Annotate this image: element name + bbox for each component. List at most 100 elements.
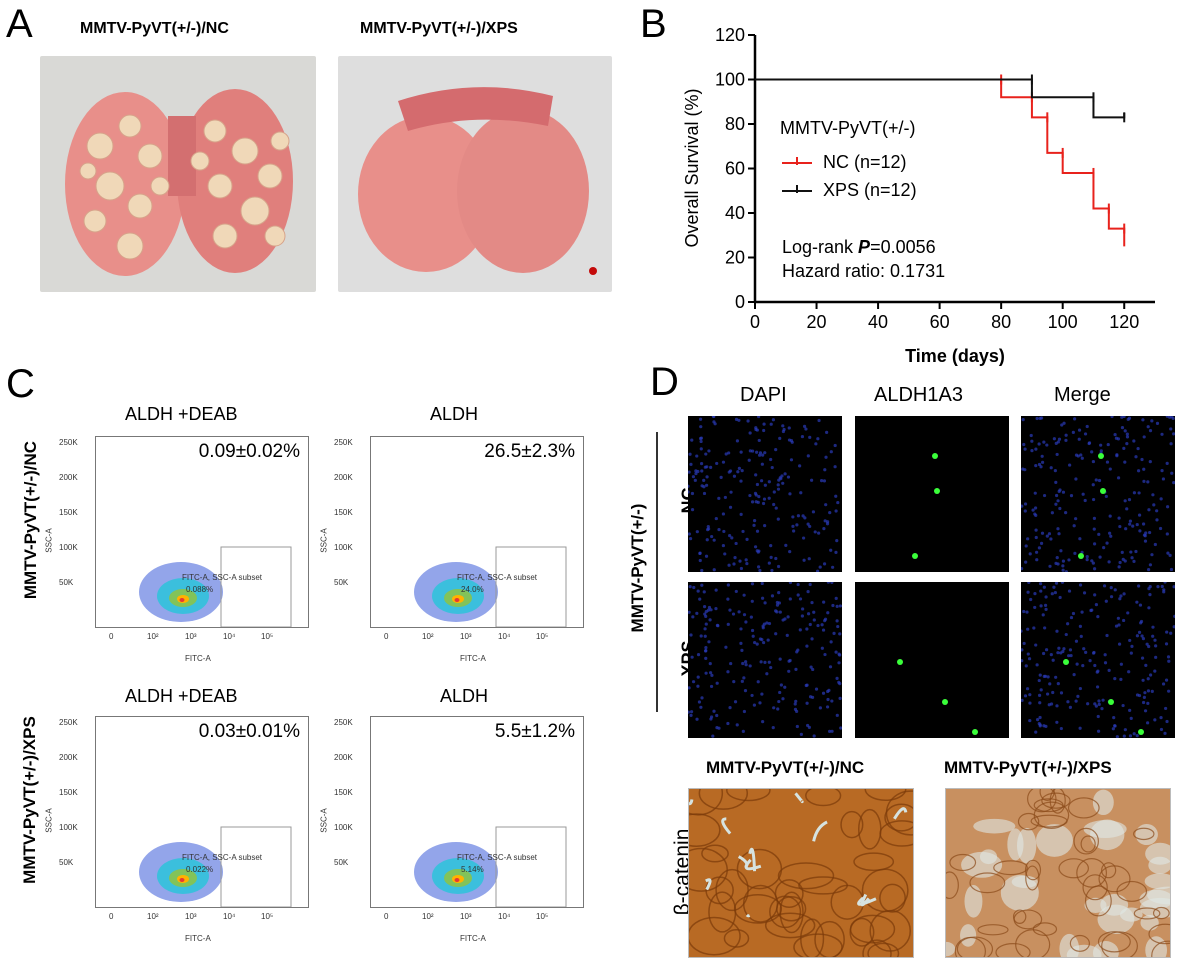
- dapi-nucleus: [1132, 559, 1136, 563]
- dapi-nucleus: [1120, 550, 1124, 554]
- dapi-nucleus: [795, 724, 799, 729]
- dapi-nucleus: [1038, 715, 1042, 720]
- dapi-nucleus: [1038, 701, 1042, 705]
- dapi-nucleus: [728, 706, 732, 710]
- dapi-nucleus: [695, 717, 699, 721]
- dapi-nucleus: [1039, 541, 1044, 545]
- dapi-nucleus: [1103, 661, 1108, 665]
- dapi-nucleus: [1159, 727, 1164, 732]
- dapi-nucleus: [692, 585, 696, 590]
- dapi-nucleus: [731, 612, 736, 616]
- dapi-nucleus: [1147, 508, 1151, 512]
- dapi-nucleus: [820, 646, 824, 650]
- ihc-cell: [949, 853, 977, 872]
- dapi-nucleus: [1147, 606, 1151, 610]
- dapi-nucleus: [1137, 491, 1141, 495]
- dapi-nucleus: [776, 564, 781, 569]
- dapi-nucleus: [1034, 528, 1038, 532]
- dapi-nucleus: [1078, 624, 1082, 628]
- panel-c-letter: C: [6, 362, 35, 406]
- dapi-nucleus: [709, 608, 713, 612]
- ihc-gap: [961, 851, 1003, 878]
- dapi-nucleus: [705, 538, 709, 542]
- dapi-nucleus: [1096, 714, 1100, 719]
- dapi-nucleus: [761, 720, 765, 724]
- flow-x-axis-label: FITC-A: [460, 654, 486, 663]
- dapi-nucleus: [1127, 670, 1131, 674]
- dapi-nucleus: [1129, 550, 1133, 554]
- dapi-nucleus: [769, 665, 773, 670]
- dapi-nucleus: [793, 702, 797, 706]
- dapi-nucleus: [757, 416, 761, 419]
- dapi-nucleus: [1052, 585, 1056, 589]
- dapi-nucleus: [691, 615, 695, 619]
- dapi-nucleus: [754, 500, 758, 504]
- dapi-nucleus: [1028, 718, 1032, 723]
- dapi-nucleus: [1039, 604, 1043, 608]
- dapi-nucleus: [823, 652, 827, 657]
- ihc-cell: [977, 924, 1009, 936]
- km-y-tick-label: 100: [715, 70, 745, 90]
- dapi-nucleus: [750, 599, 754, 603]
- dapi-nucleus: [704, 671, 708, 675]
- flow-plot-value: 0.09±0.02%: [198, 441, 300, 462]
- dapi-nucleus: [1162, 588, 1166, 592]
- flow-y-tick-label: 200K: [334, 753, 353, 762]
- dapi-nucleus: [767, 561, 771, 565]
- dapi-nucleus: [732, 680, 736, 684]
- dapi-nucleus: [1022, 609, 1026, 614]
- dapi-nucleus: [778, 690, 782, 695]
- dapi-nucleus: [690, 491, 695, 496]
- dapi-nucleus: [1165, 719, 1169, 724]
- dapi-nucleus: [1102, 546, 1106, 550]
- ihc-cell: [1080, 835, 1096, 853]
- dapi-nucleus: [712, 568, 716, 572]
- ihc-cell: [1076, 858, 1108, 888]
- dapi-nucleus: [1145, 642, 1149, 646]
- dapi-nucleus: [796, 648, 800, 652]
- dapi-nucleus: [1131, 524, 1135, 528]
- dapi-nucleus: [1100, 707, 1104, 711]
- dapi-nucleus: [717, 527, 721, 532]
- dapi-nucleus: [800, 614, 804, 618]
- dapi-nucleus: [801, 514, 805, 518]
- km-legend-xps: XPS (n=12): [782, 180, 917, 201]
- ihc-cell: [723, 929, 750, 948]
- dapi-nucleus: [1023, 694, 1028, 698]
- dapi-nucleus: [1130, 556, 1134, 560]
- dapi-nucleus: [726, 583, 730, 587]
- dapi-nucleus: [791, 524, 795, 528]
- dapi-nucleus: [699, 425, 703, 429]
- dapi-nucleus: [757, 494, 761, 499]
- dapi-nucleus: [1034, 463, 1038, 468]
- dapi-nucleus: [724, 452, 728, 456]
- dapi-nucleus: [1037, 442, 1041, 446]
- dapi-nucleus: [708, 618, 712, 622]
- dapi-nucleus: [755, 529, 760, 533]
- flow-x-tick-label: 0: [384, 912, 389, 921]
- ihc-cell: [956, 936, 994, 957]
- dapi-nucleus: [1064, 570, 1068, 572]
- dapi-nucleus: [721, 512, 726, 516]
- dapi-nucleus: [1043, 674, 1048, 678]
- aldh-spot: [972, 729, 978, 735]
- dapi-nucleus: [1146, 425, 1150, 429]
- km-x-tick-label: 20: [807, 312, 827, 332]
- dapi-nucleus: [1042, 493, 1047, 498]
- dapi-nucleus: [804, 427, 808, 431]
- flow-y-tick-label: 100K: [59, 823, 78, 832]
- km-x-tick-label: 60: [930, 312, 950, 332]
- dapi-nucleus: [778, 436, 782, 440]
- dapi-nucleus: [1082, 647, 1086, 651]
- dapi-nucleus: [1049, 652, 1053, 657]
- dapi-nucleus: [1106, 442, 1110, 447]
- dapi-nucleus: [1151, 625, 1155, 629]
- dapi-nucleus: [744, 620, 748, 624]
- dapi-nucleus: [1142, 479, 1146, 483]
- dapi-nucleus: [1064, 511, 1068, 515]
- dapi-nucleus: [1044, 595, 1048, 599]
- flow-gate-label: FITC-A, SSC-A subset: [182, 573, 263, 582]
- dapi-nucleus: [763, 483, 767, 487]
- dapi-nucleus: [772, 706, 776, 710]
- dapi-nucleus: [751, 634, 755, 638]
